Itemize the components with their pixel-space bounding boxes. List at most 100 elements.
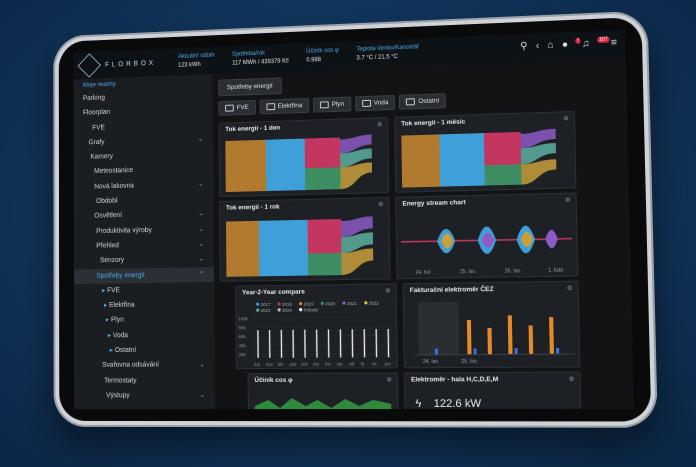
sidebar-item-label: Plyn <box>111 317 124 324</box>
home-icon[interactable]: ⌂ <box>547 40 553 51</box>
y-tick-label: 100k <box>238 316 248 321</box>
legend-swatch <box>299 308 302 311</box>
sankey-node <box>308 253 342 276</box>
chip-elektrina[interactable]: Elektřina <box>259 98 309 115</box>
legend-swatch <box>256 303 259 306</box>
metric-value: 0.988 <box>306 55 339 65</box>
sidebar-item-label: Termostaty <box>104 373 136 388</box>
app-screen: FLORBOX Aktuální odběr 123 kWh Spotřeba/… <box>74 30 634 409</box>
chip-ostatni[interactable]: Ostatní <box>399 93 446 110</box>
metric-value: 3.7 °C / 21.5 °C <box>356 52 419 63</box>
folder-icon <box>266 103 275 110</box>
legend-swatch <box>321 302 324 305</box>
sidebar-item-vystupy[interactable]: Výstupy ⌄ <box>74 388 215 403</box>
sankey-chart-day <box>220 132 389 196</box>
sidebar-subitem-label: ▸ Elektřina <box>104 298 135 313</box>
sidebar-subitem-voda[interactable]: ▸ Voda <box>74 327 214 343</box>
chip-label: FVE <box>237 104 249 111</box>
sankey-node <box>439 133 484 187</box>
tab-spotreby-energii[interactable]: Spotřeby energií <box>218 77 281 96</box>
chip-label: Elektřina <box>278 102 303 110</box>
sidebar-subitem-plyn[interactable]: ▸ Plyn <box>74 312 214 329</box>
bar <box>515 348 518 354</box>
x-tick-label: 25. Iso <box>460 269 476 276</box>
x-tick-label: pro <box>385 361 392 366</box>
alert-icon[interactable]: ●! <box>562 39 574 51</box>
sidebar-item-svarovna[interactable]: Svařovna odsávání ⌄ <box>74 358 215 374</box>
metric-value: 123 kWh <box>178 60 215 70</box>
chevron-down-icon: ⌄ <box>198 177 204 192</box>
gear-icon[interactable]: ⚙ <box>377 121 382 128</box>
folder-icon <box>225 105 234 112</box>
sidebar-item-label: FVE <box>107 287 120 294</box>
sidebar-subitem-label: ▸ FVE <box>102 283 120 298</box>
gear-icon[interactable]: ⚙ <box>569 376 575 383</box>
logo[interactable]: FLORBOX <box>74 53 179 75</box>
gear-icon[interactable]: ⚙ <box>563 115 569 122</box>
sankey-node <box>305 167 341 190</box>
metric-power-factor: Účiník cos φ 0.988 <box>306 47 339 66</box>
chip-label: Voda <box>374 99 389 106</box>
x-tick-label: 26. Iso <box>505 268 521 275</box>
panel-title: Účiník cos φ <box>254 377 292 384</box>
chip-label: Plyn <box>332 101 345 108</box>
gear-icon[interactable]: ⚙ <box>567 285 573 292</box>
gridline <box>252 326 392 327</box>
sidebar-item-label: Spotřeby energií <box>96 268 144 284</box>
chevron-up-icon: ⌃ <box>199 267 205 282</box>
x-tick-label: 24. Iso <box>415 270 431 276</box>
sidebar-subitem-ostatni[interactable]: ▸ Ostatní <box>74 342 214 358</box>
search-icon[interactable]: ⚲ <box>520 41 528 52</box>
panel-energy-stream: Energy stream chart ⚙ 24. Iso 25. Iso 26… <box>395 192 578 279</box>
panel-title: Year-2-Year compare <box>242 289 305 297</box>
chip-voda[interactable]: Voda <box>355 95 396 112</box>
alert-badge: ! <box>575 38 581 44</box>
chip-plyn[interactable]: Plyn <box>313 97 351 113</box>
folder-icon <box>362 100 371 107</box>
panel-title: Fakturační elektroměr ČEZ <box>410 286 494 294</box>
sidebar-item-label: Voda <box>113 332 128 339</box>
logo-mark-icon <box>77 53 101 77</box>
back-icon[interactable]: ‹ <box>536 40 540 51</box>
sidebar-item-termostaty[interactable]: Termostaty <box>74 373 215 389</box>
x-tick-label: říj <box>361 361 365 366</box>
logo-text: FLORBOX <box>105 59 156 68</box>
metric-value: 117 MWh / 439379 Kč <box>232 57 289 68</box>
bell-icon[interactable]: ♫ 107 <box>582 38 603 50</box>
y2y-legend: 2017 2018 2019 2020 2021 2022 2023 2024 Průměr <box>256 301 379 314</box>
legend-swatch <box>364 301 367 304</box>
gear-icon[interactable]: ⚙ <box>386 376 392 383</box>
power-factor-chart <box>249 388 398 410</box>
y-tick-label: 20k <box>239 352 247 357</box>
bar <box>508 315 513 354</box>
legend-label: 2020 <box>325 301 335 306</box>
metric-temperature: Teplota Venku/Kancelář 3.7 °C / 21.5 °C <box>356 43 419 63</box>
chevron-down-icon: ⌄ <box>198 237 204 252</box>
gear-icon[interactable]: ⚙ <box>565 197 571 204</box>
meter-bar-chart: 24. Iso 25. Iso <box>404 296 580 367</box>
bar <box>435 349 438 355</box>
chip-fve[interactable]: FVE <box>218 100 255 116</box>
gridline <box>252 354 392 355</box>
menu-icon[interactable]: ≡ <box>611 37 617 48</box>
sankey-node <box>266 139 305 191</box>
metric-yearly-consumption: Spotřeba/rok 117 MWh / 439379 Kč <box>232 49 289 69</box>
power-factor-band <box>255 398 392 409</box>
x-tick-label: 1. Iiste <box>548 267 564 274</box>
top-icons: ⚲ ‹ ⌂ ●! ♫ 107 ≡ <box>520 37 617 52</box>
chevron-down-icon: ⌄ <box>198 207 204 222</box>
metric-current-draw: Aktuální odběr 123 kWh <box>178 52 215 71</box>
chevron-down-icon: ⌄ <box>199 252 205 267</box>
sankey-node <box>225 140 266 192</box>
sidebar-subitem-elektrina[interactable]: ▸ Elektřina <box>74 297 214 314</box>
metric-label: Účiník cos φ <box>306 47 339 57</box>
category-chips: FVE Elektřina Plyn Voda Ostatní <box>218 93 446 116</box>
gear-icon[interactable]: ⚙ <box>385 287 390 294</box>
panel-title: Elektroměr - hala H,C,D,E,M <box>411 376 498 383</box>
sidebar-item-label: Přehled <box>96 238 119 253</box>
sankey-chart-year <box>220 212 389 281</box>
legend-swatch <box>342 301 345 304</box>
hall-power-value: 122.6 kW <box>434 398 482 409</box>
notification-badge: 107 <box>597 36 610 43</box>
gear-icon[interactable]: ⚙ <box>378 201 383 208</box>
